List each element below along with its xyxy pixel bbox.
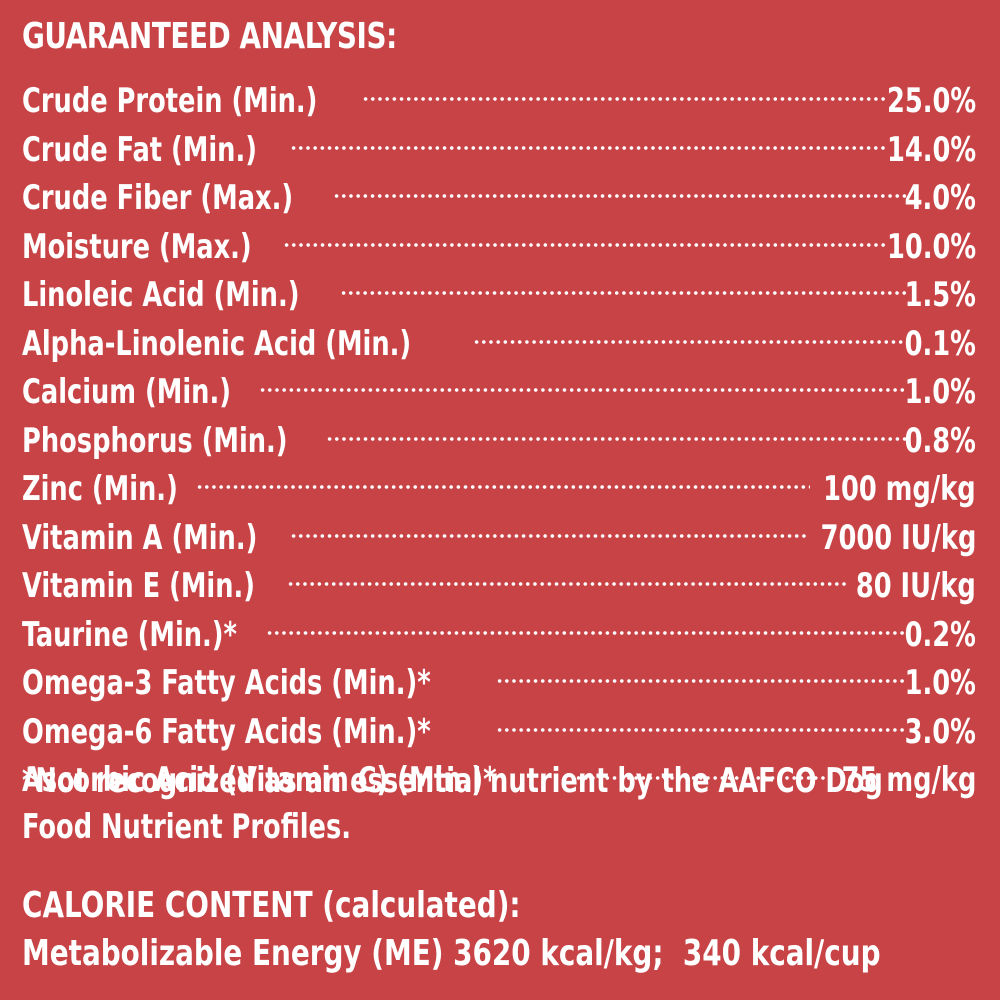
nutrient-label: Vitamin E (Min.) (22, 566, 256, 606)
analysis-row: Zinc (Min.) 100 mg/kg (22, 452, 976, 509)
nutrient-value: 1.5% (904, 275, 976, 315)
nutrient-value: 0.8% (904, 420, 976, 461)
aafco-footnote: *Not recognized as an essential nutrient… (22, 761, 883, 847)
nutrient-label: Phosphorus (Min.) (22, 420, 288, 461)
nutrient-label: Vitamin A (Min.) (22, 517, 258, 558)
nutrient-label: Omega-3 Fatty Acids (Min.)* (22, 663, 431, 703)
analysis-row: Taurine (Min.)* 0.2% (22, 598, 976, 655)
nutrient-label: Calcium (Min.) (22, 372, 231, 412)
nutrient-value: 14.0% (886, 129, 976, 170)
analysis-row: Alpha-Linolenic Acid (Min.) 0.1% (22, 307, 976, 364)
nutrient-value: 7000 IU/kg (820, 517, 976, 558)
calorie-content-heading: CALORIE CONTENT (calculated): (22, 885, 521, 926)
nutrient-label: Crude Fat (Min.) (22, 129, 257, 170)
analysis-row: Moisture (Max.) 10.0% (22, 210, 976, 267)
nutrient-label: Moisture (Max.) (22, 226, 252, 267)
nutrient-value: 1.0% (904, 372, 976, 412)
nutrient-value: 0.1% (904, 323, 976, 364)
dot-leader (332, 161, 908, 209)
nutrient-label: Alpha-Linolenic Acid (Min.) (22, 323, 412, 364)
dot-leader (496, 646, 907, 694)
analysis-row: Omega-6 Fatty Acids (Min.)* 3.0% (22, 695, 976, 752)
analysis-row: Omega-3 Fatty Acids (Min.)* 1.0% (22, 646, 976, 703)
nutrient-value: 25.0% (886, 81, 976, 121)
dot-leader (283, 210, 886, 258)
dot-leader (287, 549, 849, 597)
dot-leader (574, 743, 832, 791)
dot-leader (496, 695, 907, 743)
dot-leader (258, 355, 908, 403)
analysis-row: Linoleic Acid (Min.) 1.5% (22, 258, 976, 315)
dot-leader (361, 64, 886, 112)
nutrient-value: 4.0% (904, 178, 976, 218)
dot-leader (326, 404, 908, 452)
nutrient-label: Omega-6 Fatty Acids (Min.)* (22, 711, 431, 752)
nutrient-value: 1.0% (904, 663, 976, 703)
analysis-row: Crude Fat (Min.) 14.0% (22, 113, 976, 170)
dot-leader (265, 598, 908, 646)
dot-leader (195, 452, 811, 500)
analysis-row: Calcium (Min.) 1.0% (22, 355, 976, 412)
analysis-row: Crude Protein (Min.) 25.0% (22, 64, 976, 121)
nutrient-label: Crude Protein (Min.) (22, 81, 318, 121)
analysis-table: Crude Protein (Min.) 25.0% Crude Fat (Mi… (22, 64, 976, 800)
nutrient-label: Crude Fiber (Max.) (22, 178, 294, 218)
analysis-row: Vitamin A (Min.) 7000 IU/kg (22, 501, 976, 558)
dot-leader (290, 501, 807, 549)
nutrient-value: 75 mg/kg (841, 760, 976, 800)
analysis-row: Vitamin E (Min.) 80 IU/kg (22, 549, 976, 606)
analysis-row: Crude Fiber (Max.) 4.0% (22, 161, 976, 218)
dot-leader (473, 307, 908, 355)
nutrient-value: 100 mg/kg (823, 469, 976, 509)
nutrient-value: 10.0% (886, 226, 976, 267)
nutrient-label: Zinc (Min.) (22, 469, 178, 509)
nutrient-label: Linoleic Acid (Min.) (22, 275, 300, 315)
nutrient-value: 0.2% (904, 614, 976, 655)
analysis-row: Phosphorus (Min.) 0.8% (22, 404, 976, 461)
analysis-row: Ascorbic Acid (Vitamin C) (Min.)* 75 mg/… (22, 743, 976, 800)
nutrient-value: 3.0% (904, 711, 976, 752)
dot-leader (340, 258, 907, 306)
calorie-content-value: Metabolizable Energy (ME) 3620 kcal/kg; … (22, 933, 881, 974)
nutrient-value: 80 IU/kg (856, 566, 976, 606)
nutrient-label: Taurine (Min.)* (22, 614, 237, 655)
nutrient-label: Ascorbic Acid (Vitamin C) (Min.)* (22, 760, 497, 800)
guaranteed-analysis-heading: GUARANTEED ANALYSIS: (22, 16, 397, 57)
dot-leader (289, 113, 886, 161)
